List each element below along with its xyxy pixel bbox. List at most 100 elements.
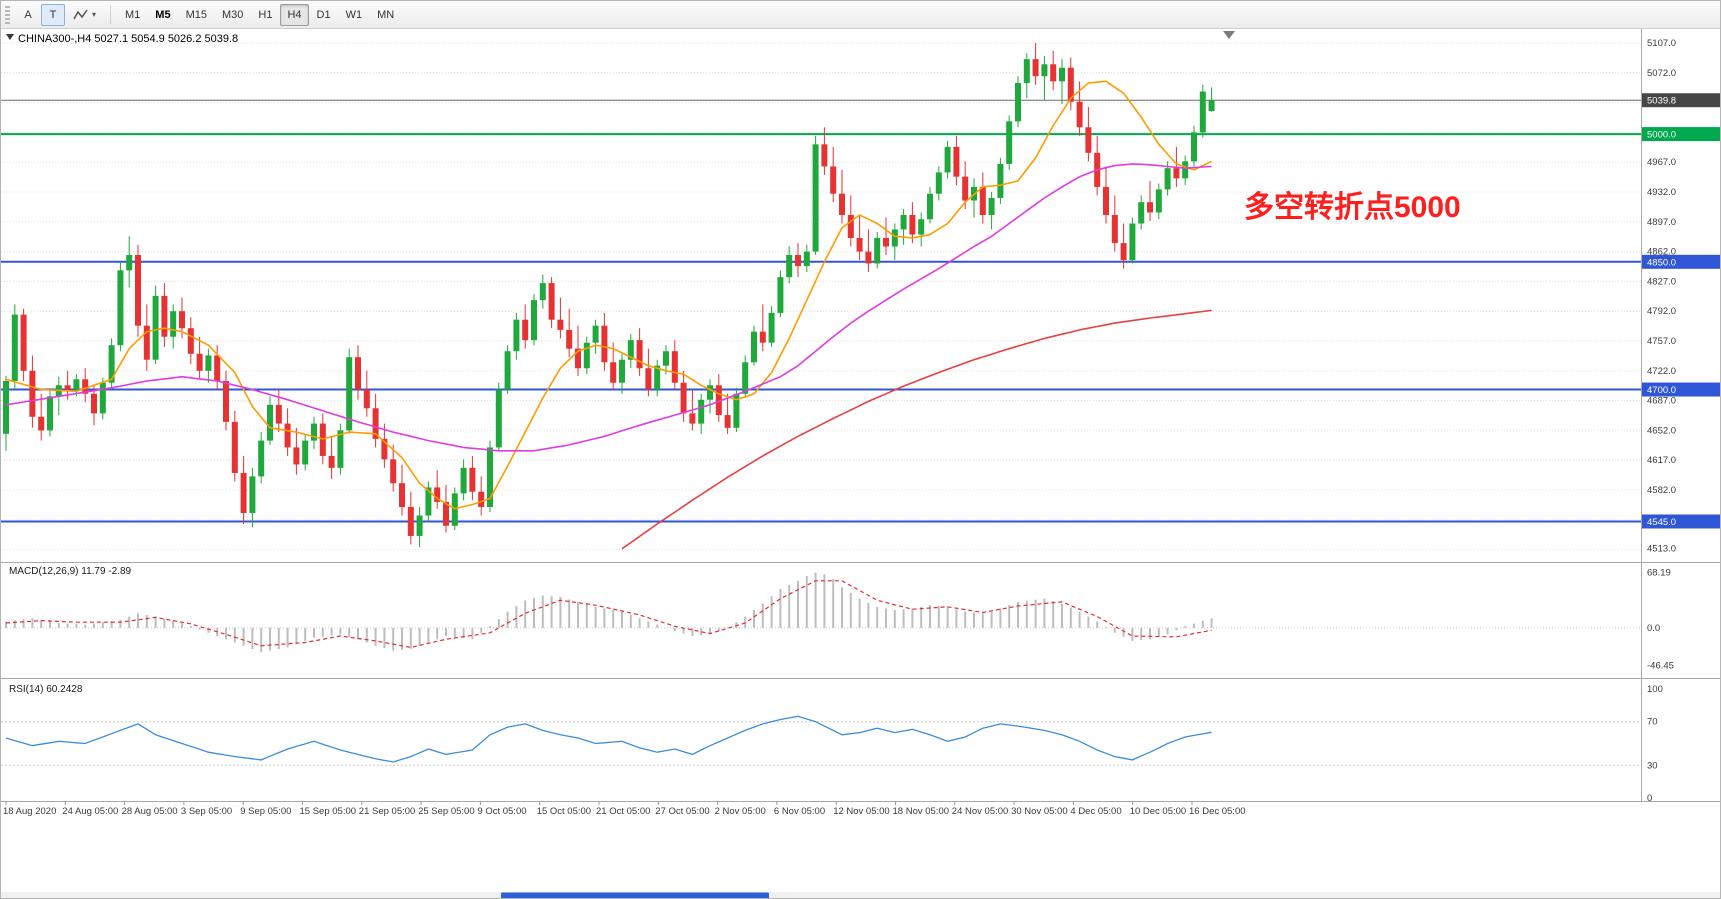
- price-tag: [1642, 127, 1720, 142]
- rsi-header: RSI(14) 60.2428: [9, 684, 83, 695]
- cursor-tool-label: A: [24, 8, 32, 21]
- horizontal-scrollbar[interactable]: [1, 892, 1721, 899]
- price-axis-label: 4582.0: [1647, 485, 1676, 496]
- rsi-axis-label: 0: [1647, 793, 1652, 804]
- time-axis-label: 15 Oct 05:00: [537, 806, 591, 817]
- timeframe-button-d1[interactable]: D1: [310, 4, 338, 26]
- time-axis-label: 25 Sep 05:00: [418, 806, 475, 817]
- indicator-axes[interactable]: 68.19 0.0 -46.45 100 70 30 0: [1647, 568, 1674, 804]
- price-tag: [1642, 254, 1720, 269]
- chart-plot-layers: 5107.0 5072.0 4967.0 4932.0 4897.0 4862.0 4827…: [1, 29, 1721, 899]
- price-axis-label: 4722.0: [1647, 366, 1676, 377]
- rsi-axis-label: 100: [1647, 684, 1663, 695]
- time-axis-label: 2 Nov 05:00: [715, 806, 766, 817]
- timeframe-button-m15[interactable]: M15: [179, 4, 214, 26]
- trend-annotation-text[interactable]: 多空转折点5000: [1244, 191, 1461, 224]
- toolbar-grip[interactable]: [5, 5, 10, 24]
- price-axis-label: 4827.0: [1647, 276, 1676, 287]
- time-axis-label: 3 Sep 05:00: [181, 806, 232, 817]
- text-tool-label: T: [49, 8, 57, 21]
- ma-fast-orange[interactable]: [5, 80, 1212, 510]
- macd-axis-label: 0.0: [1647, 623, 1660, 634]
- price-axis-label: 4862.0: [1647, 247, 1676, 258]
- ma-mid-magenta[interactable]: [5, 163, 1212, 452]
- rsi-axis-label: 30: [1647, 760, 1658, 771]
- macd-header: MACD(12,26,9) 11.79 -2.89: [9, 566, 132, 577]
- macd-panel: [1, 572, 1641, 653]
- tool-cursor-tool[interactable]: A: [16, 4, 40, 26]
- time-axis-label: 9 Oct 05:00: [477, 806, 526, 817]
- candlestick-series: [3, 43, 1215, 548]
- time-axis-label: 9 Sep 05:00: [240, 806, 291, 817]
- time-axis-label: 10 Dec 05:00: [1130, 806, 1187, 817]
- price-tag-value: 5000.0: [1647, 130, 1676, 141]
- timeframe-button-mn[interactable]: MN: [370, 4, 401, 26]
- price-axis-label: 5072.0: [1647, 68, 1676, 79]
- price-axis-label: 4932.0: [1647, 187, 1676, 198]
- rsi-panel: [1, 715, 1641, 766]
- price-tag: [1642, 514, 1720, 529]
- panel-separators[interactable]: [1, 29, 1721, 802]
- price-axis-label: 4687.0: [1647, 396, 1676, 407]
- timeframes-group: M1 M5 M15 M30 H1 H4 D1 W1 MN: [118, 3, 401, 26]
- symbol-dropdown-icon[interactable]: [6, 34, 14, 40]
- tool-polyline-tool[interactable]: ▾: [66, 4, 103, 26]
- price-gridlines: [1, 42, 1641, 551]
- price-tag: [1642, 93, 1720, 108]
- time-axis-label: 28 Aug 05:00: [122, 806, 178, 817]
- hscrollbar-thumb[interactable]: [501, 892, 769, 899]
- moving-averages: [5, 80, 1212, 550]
- time-axis-label: 16 Dec 05:00: [1189, 806, 1246, 817]
- macd-signal-line: [5, 580, 1212, 649]
- macd-axis-label: -46.45: [1647, 661, 1674, 672]
- timeframe-button-m1[interactable]: M1: [118, 4, 147, 26]
- timeframe-button-m30[interactable]: M30: [215, 4, 250, 26]
- macd-axis-label: 68.19: [1647, 568, 1671, 579]
- time-axis-label: 18 Aug 2020: [3, 806, 56, 817]
- price-tag-value: 5039.8: [1647, 96, 1676, 107]
- caret-down-icon: ▾: [92, 9, 97, 19]
- rsi-line: [5, 715, 1212, 763]
- price-axis-label: 4897.0: [1647, 217, 1676, 228]
- price-axis-label: 4617.0: [1647, 455, 1676, 466]
- price-tag-value: 4545.0: [1647, 517, 1676, 528]
- price-tag-value: 4850.0: [1647, 257, 1676, 268]
- time-axis-label: 4 Dec 05:00: [1070, 806, 1121, 817]
- time-axis-label: 12 Nov 05:00: [833, 806, 890, 817]
- horizontal-level-lines[interactable]: [1, 99, 1641, 523]
- tool-text-tool[interactable]: T: [41, 3, 65, 26]
- time-axis-label: 21 Sep 05:00: [359, 806, 416, 817]
- time-axis-label: 15 Sep 05:00: [300, 806, 357, 817]
- rsi-axis-label: 70: [1647, 717, 1658, 728]
- price-axis-label: 4792.0: [1647, 306, 1676, 317]
- time-axis-label: 24 Nov 05:00: [952, 806, 1009, 817]
- time-axis-label: 30 Nov 05:00: [1011, 806, 1068, 817]
- toolbar: A T ▾ M1 M5 M15 M30 H1 H4 D1 W1 MN: [1, 1, 1720, 29]
- time-axis-label: 24 Aug 05:00: [62, 806, 118, 817]
- price-tag-value: 4700.0: [1647, 385, 1676, 396]
- timeframe-button-w1[interactable]: W1: [339, 4, 370, 26]
- price-axis-label: 4757.0: [1647, 336, 1676, 347]
- chart-symbol-ohlc: CHINA300-,H4 5027.1 5054.9 5026.2 5039.8: [18, 33, 238, 45]
- timeframe-button-h4[interactable]: H4: [280, 3, 309, 26]
- zigzag-icon: [73, 9, 88, 19]
- price-axis-label: 4967.0: [1647, 157, 1676, 168]
- time-axis-label: 27 Oct 05:00: [655, 806, 709, 817]
- time-axis-label: 21 Oct 05:00: [596, 806, 650, 817]
- hscrollbar-track[interactable]: [1, 892, 1721, 899]
- price-axis-label: 5107.0: [1647, 38, 1676, 49]
- time-axis-label: 18 Nov 05:00: [893, 806, 950, 817]
- chart-shift-marker-icon[interactable]: [1223, 31, 1235, 39]
- price-tag: [1642, 382, 1720, 397]
- drawing-tools-group: A T ▾: [16, 3, 103, 26]
- toolbar-separator: [110, 5, 112, 24]
- price-axis[interactable]: 5107.0 5072.0 4967.0 4932.0 4897.0 4862.0 4827…: [1642, 38, 1721, 555]
- price-axis-label: 4513.0: [1647, 544, 1676, 555]
- time-axis-label: 6 Nov 05:00: [774, 806, 825, 817]
- chart-canvas[interactable]: 5107.0 5072.0 4967.0 4932.0 4897.0 4862.0 4827…: [1, 29, 1721, 899]
- ma-slow-red[interactable]: [621, 309, 1212, 550]
- timeframe-button-m5[interactable]: M5: [148, 4, 177, 26]
- time-axis[interactable]: 18 Aug 2020 24 Aug 05:00 28 Aug 05:00 3 Sep…: [3, 801, 1246, 818]
- timeframe-button-h1[interactable]: H1: [251, 4, 279, 26]
